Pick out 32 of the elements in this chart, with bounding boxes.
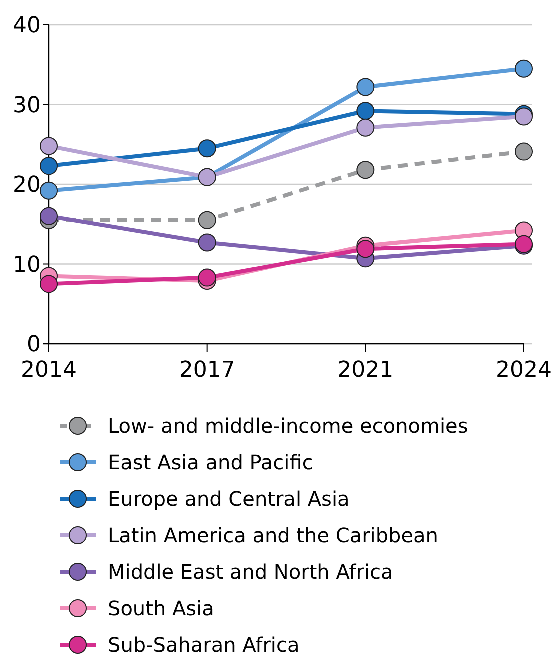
point <box>515 60 533 78</box>
point <box>40 157 58 176</box>
legend-label: Middle East and North Africa <box>108 560 394 584</box>
x-tick-label: 2021 <box>338 358 394 383</box>
y-tick-label: 40 <box>13 14 41 39</box>
point <box>198 268 216 287</box>
point <box>515 142 533 161</box>
y-tick-label: 10 <box>13 252 41 278</box>
x-tick-label: 2017 <box>179 358 236 383</box>
x-tick-label: 2024 <box>496 358 552 383</box>
point <box>198 234 216 252</box>
point <box>40 207 58 226</box>
point <box>356 102 375 120</box>
legend-label: South Asia <box>108 596 214 620</box>
point <box>198 140 216 158</box>
y-tick-label: 0 <box>27 332 41 358</box>
point <box>356 78 375 96</box>
x-tick-label: 2014 <box>21 358 77 383</box>
legend-label: Europe and Central Asia <box>108 487 350 511</box>
point <box>40 137 58 156</box>
y-tick-label: 30 <box>13 93 41 118</box>
point <box>40 182 58 200</box>
point <box>356 240 375 258</box>
legend-label: Latin America and the Caribbean <box>108 524 438 548</box>
point <box>40 275 58 294</box>
point <box>356 118 375 137</box>
y-tick-label: 20 <box>13 173 41 198</box>
point <box>198 211 216 230</box>
legend-label: East Asia and Pacific <box>108 450 314 474</box>
point <box>356 161 375 180</box>
legend-label: Low- and middle-income economies <box>108 414 468 438</box>
legend-label: Sub-Saharan Africa <box>108 633 300 654</box>
